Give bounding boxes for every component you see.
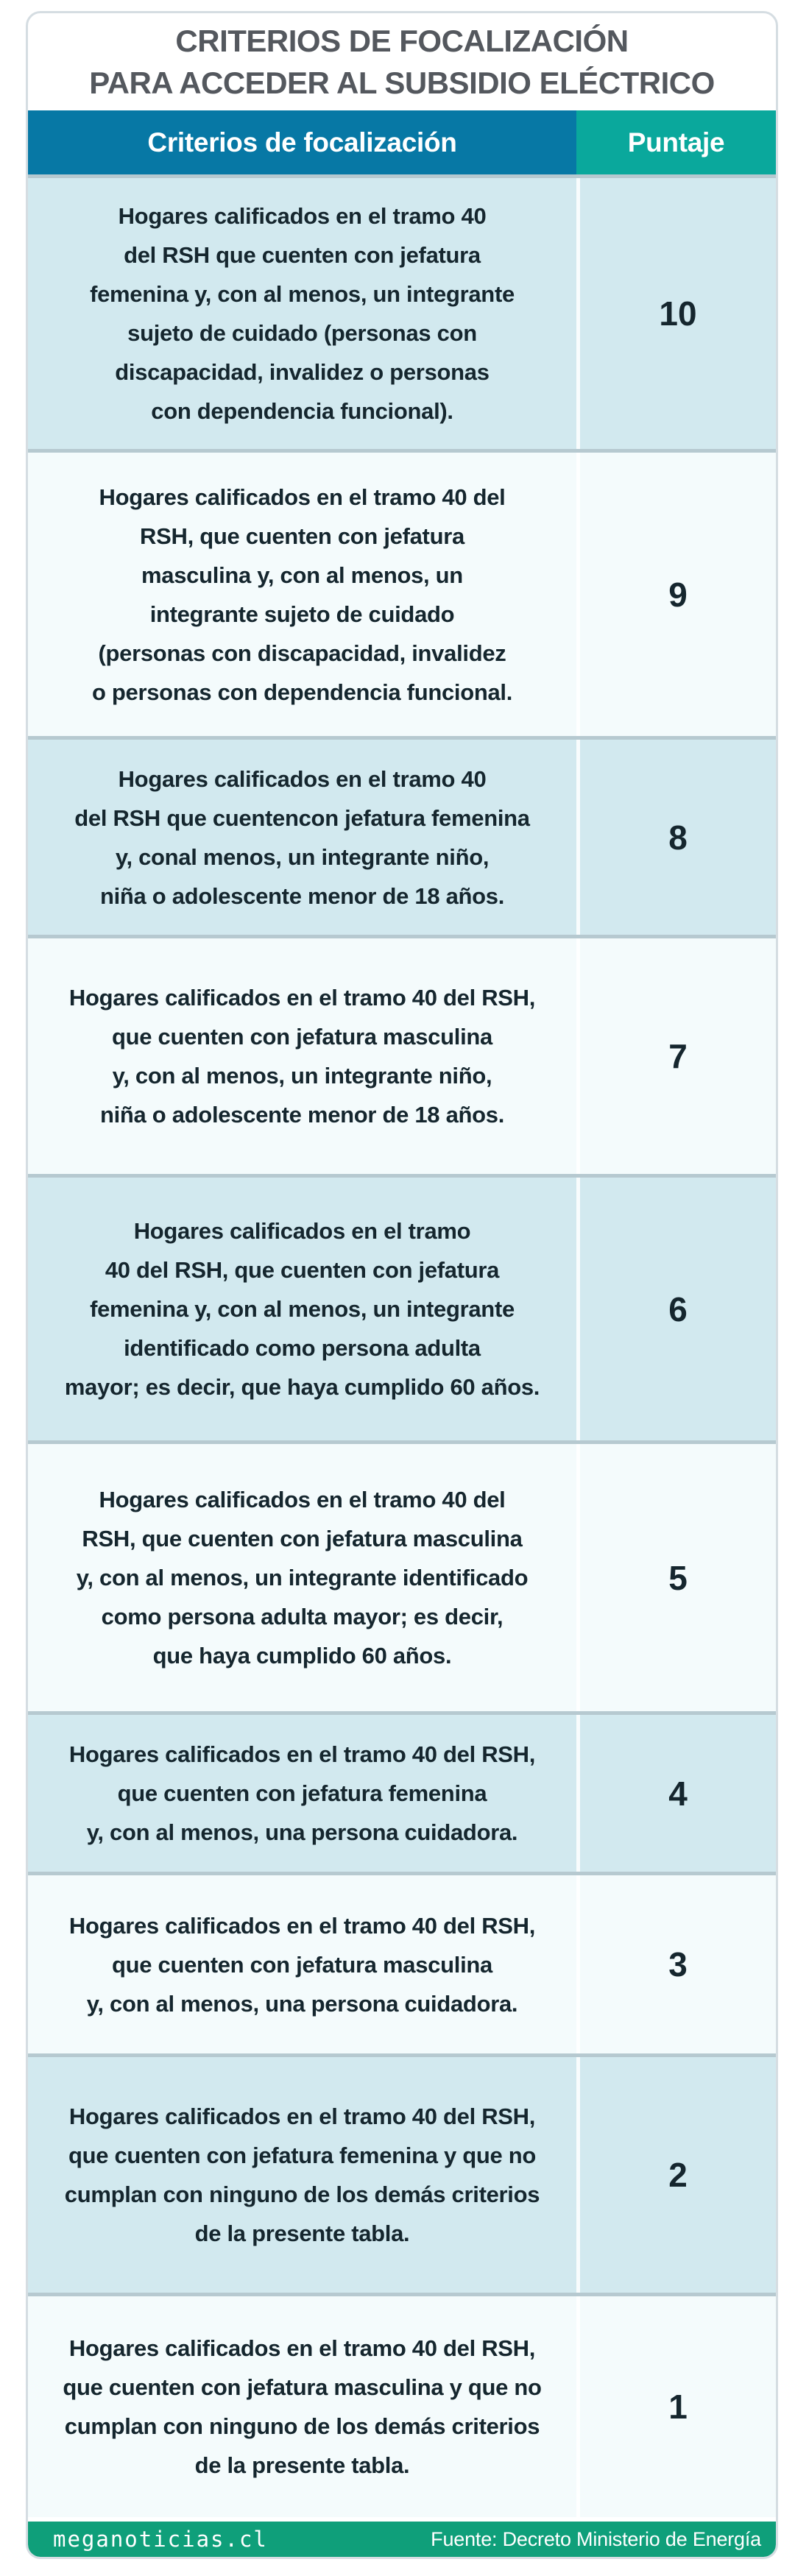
- table-row: Hogares calificados en el tramo 40 del R…: [28, 2053, 776, 2293]
- criteria-cell: Hogares calificados en el tramo 40 del R…: [28, 740, 576, 935]
- criteria-cell: Hogares calificados en el tramo 40 del R…: [28, 1715, 576, 1872]
- criteria-cell: Hogares calificados en el tramo 40 del R…: [28, 938, 576, 1174]
- table-row: Hogares calificados en el tramo 40 del R…: [28, 1711, 776, 1872]
- table-row: Hogares calificados en el tramo 40 del R…: [28, 174, 776, 449]
- source-text: Fuente: Decreto Ministerio de Energía: [431, 2527, 761, 2550]
- score-cell: 7: [576, 938, 776, 1174]
- table-header-row: Criterios de focalización Puntaje: [28, 110, 776, 174]
- score-cell: 5: [576, 1444, 776, 1711]
- brand-text: meganoticias.cl: [53, 2527, 268, 2552]
- table-row: Hogares calificados en el tramo 40 del R…: [28, 1440, 776, 1711]
- criteria-cell: Hogares calificados en el tramo 40 del R…: [28, 1444, 576, 1711]
- criteria-table-card: CRITERIOS DE FOCALIZACIÓN PARA ACCEDER A…: [26, 11, 778, 2559]
- footer-bar: meganoticias.cl Fuente: Decreto Minister…: [28, 2522, 776, 2557]
- criteria-cell: Hogares calificados en el tramo 40 del R…: [28, 2296, 576, 2517]
- score-cell: 10: [576, 178, 776, 449]
- page-title: CRITERIOS DE FOCALIZACIÓN PARA ACCEDER A…: [89, 24, 715, 100]
- score-cell: 8: [576, 740, 776, 935]
- criteria-cell: Hogares calificados en el tramo 40 del R…: [28, 1178, 576, 1440]
- score-cell: 1: [576, 2296, 776, 2517]
- score-cell: 2: [576, 2057, 776, 2293]
- score-cell: 9: [576, 453, 776, 736]
- header-cell-criteria: Criterios de focalización: [28, 110, 576, 174]
- score-cell: 4: [576, 1715, 776, 1872]
- score-cell: 6: [576, 1178, 776, 1440]
- table-row: Hogares calificados en el tramo 40 del R…: [28, 736, 776, 935]
- score-cell: 3: [576, 1875, 776, 2053]
- table-row: Hogares calificados en el tramo 40 del R…: [28, 1872, 776, 2053]
- header-cell-score: Puntaje: [576, 110, 776, 174]
- table-row: Hogares calificados en el tramo 40 del R…: [28, 935, 776, 1174]
- table-row: Hogares calificados en el tramo 40 del R…: [28, 1174, 776, 1440]
- criteria-cell: Hogares calificados en el tramo 40 del R…: [28, 178, 576, 449]
- table-row: Hogares calificados en el tramo 40 del R…: [28, 449, 776, 736]
- table-row: Hogares calificados en el tramo 40 del R…: [28, 2293, 776, 2517]
- criteria-cell: Hogares calificados en el tramo 40 del R…: [28, 1875, 576, 2053]
- criteria-cell: Hogares calificados en el tramo 40 del R…: [28, 453, 576, 736]
- criteria-cell: Hogares calificados en el tramo 40 del R…: [28, 2057, 576, 2293]
